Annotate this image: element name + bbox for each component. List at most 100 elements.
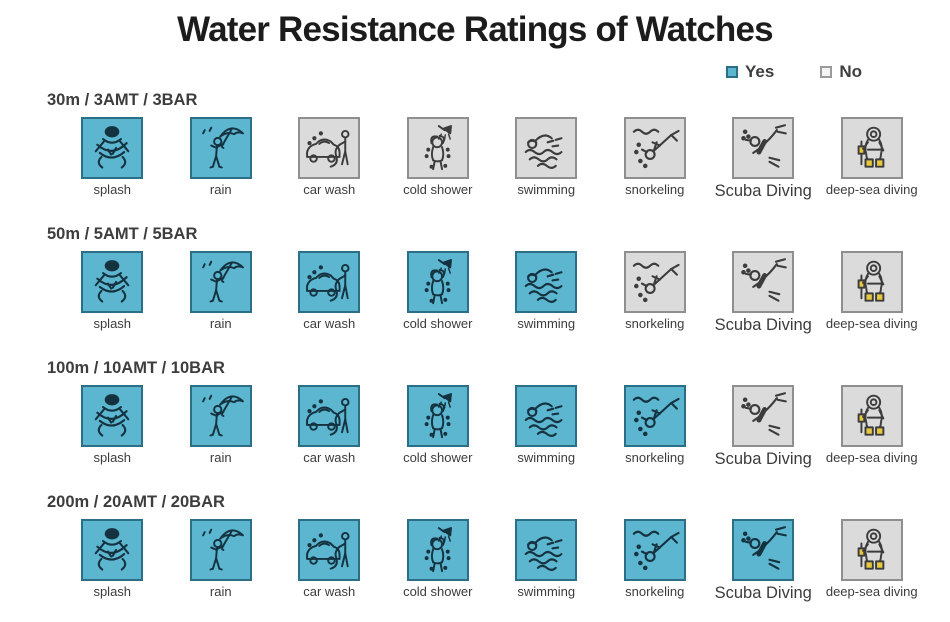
legend: Yes No [0,62,862,82]
grid-cell: splash [81,385,144,469]
scuba-diving-icon [737,390,789,442]
cell-label: Scuba Diving [714,182,812,200]
legend-item-yes: Yes [726,62,774,82]
cell-label: cold shower [403,182,473,197]
cold-shower-icon [412,122,464,174]
rating-cell-yes [189,385,252,447]
car-wash-icon [303,122,355,174]
swimming-icon [520,122,572,174]
rating-cell-yes [406,385,469,447]
rating-cell-no [732,385,795,447]
swimming-icon [520,256,572,308]
rain-umbrella-icon [195,122,247,174]
grid-cell: Scuba Diving [715,251,812,335]
grid-cell: swimming [515,385,578,469]
row-grid: splash rain car wash cold shower swimming sno… [58,117,926,201]
rating-section: 100m / 10AMT / 10BAR splash rain car wash co… [0,359,950,469]
rating-cell-yes [298,519,361,581]
grid-cell: deep-sea diving [826,117,918,201]
rating-cell-yes [298,251,361,313]
cell-label: car wash [303,450,356,465]
cell-label: snorkeling [625,584,685,599]
cell-label: deep-sea diving [825,316,918,331]
rain-umbrella-icon [195,256,247,308]
scuba-diving-icon [737,256,789,308]
rating-section: 200m / 20AMT / 20BAR splash rain car wash co… [0,493,950,603]
grid-cell: snorkeling [623,385,686,469]
cell-label: rain [209,450,232,465]
rating-cell-yes [189,117,252,179]
snorkeling-icon [629,122,681,174]
splash-icon [86,390,138,442]
row-header: 30m / 3AMT / 3BAR [47,91,198,109]
legend-no-label: No [839,62,862,81]
rating-cell-yes [298,385,361,447]
page-title: Water Resistance Ratings of Watches [177,10,773,49]
cold-shower-icon [412,390,464,442]
cell-label: snorkeling [625,316,685,331]
grid-cell: snorkeling [623,251,686,335]
cold-shower-icon [412,256,464,308]
grid-cell: swimming [515,117,578,201]
cell-label: cold shower [403,450,473,465]
cell-label: splash [93,584,132,599]
row-header: 50m / 5AMT / 5BAR [47,225,198,243]
splash-icon [86,524,138,576]
car-wash-icon [303,256,355,308]
cell-label: cold shower [403,316,473,331]
grid-cell: Scuba Diving [715,385,812,469]
grid-cell: Scuba Diving [715,117,812,201]
rating-section: 50m / 5AMT / 5BAR splash rain car wash cold … [0,225,950,335]
cell-label: splash [93,182,132,197]
legend-item-no: No [820,62,862,82]
rating-cell-yes [189,251,252,313]
grid-cell: cold shower [403,385,472,469]
deep-sea-diving-icon [846,390,898,442]
cell-label: Scuba Diving [714,450,812,468]
rating-cell-no [515,117,578,179]
deep-sea-diving-icon [846,524,898,576]
grid-cell: deep-sea diving [826,385,918,469]
infographic-page: Water Resistance Ratings of Watches Yes … [0,10,950,622]
grid-cell: splash [81,251,144,335]
cell-label: snorkeling [625,450,685,465]
rating-cell-yes [515,251,578,313]
cell-label: swimming [517,450,576,465]
row-header: 200m / 20AMT / 20BAR [47,493,225,511]
rating-cell-yes [81,385,144,447]
car-wash-icon [303,524,355,576]
rating-cell-yes [406,519,469,581]
grid-cell: swimming [515,251,578,335]
cell-label: Scuba Diving [714,316,812,334]
rain-umbrella-icon [195,524,247,576]
rating-cell-yes [623,385,686,447]
snorkeling-icon [629,524,681,576]
rating-cell-no [840,385,903,447]
splash-icon [86,122,138,174]
no-swatch-icon [820,66,833,78]
row-header: 100m / 10AMT / 10BAR [47,359,225,377]
rating-cell-no [732,251,795,313]
cell-label: swimming [517,316,576,331]
scuba-diving-icon [737,524,789,576]
grid-cell: splash [81,519,144,603]
grid-cell: snorkeling [623,117,686,201]
cell-label: swimming [517,182,576,197]
rating-section: 30m / 3AMT / 3BAR splash rain car wash cold … [0,91,950,201]
cell-label: splash [93,316,132,331]
cell-label: car wash [303,316,356,331]
cell-label: rain [209,182,232,197]
legend-yes-label: Yes [745,62,775,81]
grid-cell: splash [81,117,144,201]
rating-cell-no [840,519,903,581]
cell-label: car wash [303,584,356,599]
grid-cell: cold shower [403,519,472,603]
grid-cell: car wash [298,519,361,603]
grid-cell: rain [189,251,252,335]
cold-shower-icon [412,524,464,576]
snorkeling-icon [629,256,681,308]
rating-cell-yes [81,519,144,581]
rating-cell-yes [515,385,578,447]
rating-cell-yes [406,251,469,313]
rating-cell-no [732,117,795,179]
